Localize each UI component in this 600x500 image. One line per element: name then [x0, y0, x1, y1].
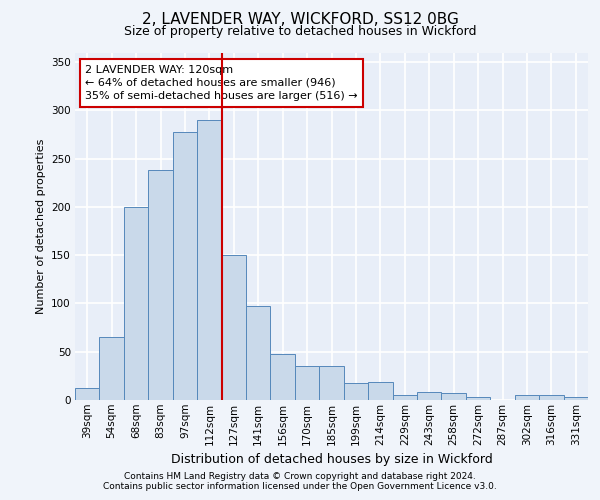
Y-axis label: Number of detached properties: Number of detached properties [35, 138, 46, 314]
Bar [221, 255, 246, 400]
Bar [392, 395, 417, 400]
Bar [75, 388, 100, 400]
Bar [515, 395, 539, 400]
Bar [148, 170, 173, 400]
Bar [319, 366, 344, 400]
Text: Contains public sector information licensed under the Open Government Licence v3: Contains public sector information licen… [103, 482, 497, 491]
Bar [124, 207, 148, 400]
Bar [173, 132, 197, 400]
Bar [295, 366, 319, 400]
Bar [442, 393, 466, 400]
Bar [271, 354, 295, 400]
Bar [563, 397, 588, 400]
Text: Contains HM Land Registry data © Crown copyright and database right 2024.: Contains HM Land Registry data © Crown c… [124, 472, 476, 481]
Bar [417, 392, 442, 400]
Bar [466, 397, 490, 400]
Text: Size of property relative to detached houses in Wickford: Size of property relative to detached ho… [124, 25, 476, 38]
Bar [368, 382, 392, 400]
Text: 2 LAVENDER WAY: 120sqm
← 64% of detached houses are smaller (946)
35% of semi-de: 2 LAVENDER WAY: 120sqm ← 64% of detached… [85, 64, 358, 101]
Bar [344, 382, 368, 400]
Bar [246, 306, 271, 400]
Bar [197, 120, 221, 400]
Bar [539, 395, 563, 400]
Bar [100, 338, 124, 400]
Text: 2, LAVENDER WAY, WICKFORD, SS12 0BG: 2, LAVENDER WAY, WICKFORD, SS12 0BG [142, 12, 458, 28]
X-axis label: Distribution of detached houses by size in Wickford: Distribution of detached houses by size … [170, 453, 493, 466]
